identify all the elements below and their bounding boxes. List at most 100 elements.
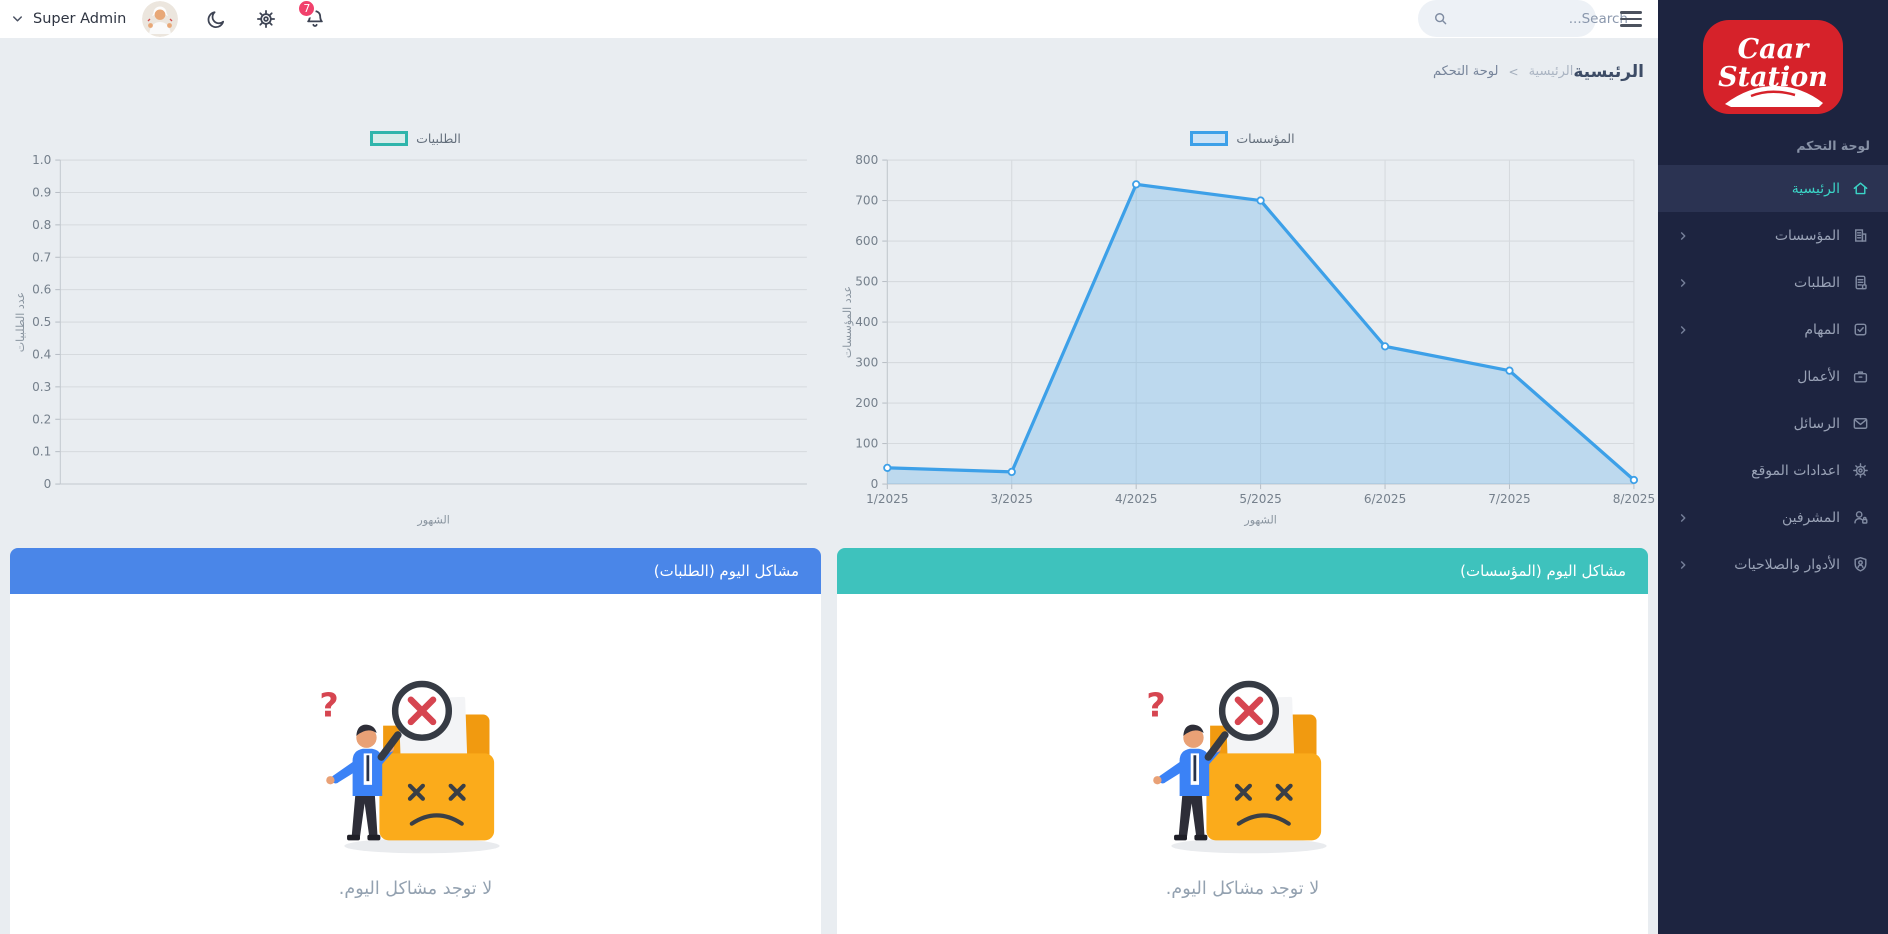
orders-chart: الطلبيات 0 0.1 0.2 0.3 0.4 0.5 0.6 0.7 0.8 0.9 1.0… (10, 128, 821, 530)
sidebar-item-label: الرسائل (1793, 415, 1840, 432)
svg-text:عدد المؤسسات: عدد المؤسسات (841, 286, 854, 358)
svg-text:0.8: 0.8 (32, 218, 51, 232)
svg-text:7/2025: 7/2025 (1488, 492, 1530, 506)
svg-text:800: 800 (855, 153, 878, 167)
svg-text:0.6: 0.6 (32, 282, 51, 296)
svg-text:4/2025: 4/2025 (1115, 492, 1157, 506)
chevron-left-icon (1676, 276, 1690, 290)
svg-text:الشهور: الشهور (1243, 513, 1276, 526)
task-icon (1851, 320, 1870, 339)
legend-swatch (370, 131, 409, 147)
briefcase-icon (1851, 367, 1870, 386)
sidebar-item-label: المهام (1804, 321, 1840, 338)
chevron-down-icon (10, 11, 25, 26)
svg-text:400: 400 (855, 315, 878, 329)
sidebar-item-institutions[interactable]: المؤسسات (1658, 212, 1888, 259)
charts-row: المؤسسات 0 100 200 300 400 500 600 700 800 1/2025… (0, 128, 1658, 530)
avatar[interactable] (142, 0, 179, 37)
svg-text:0: 0 (871, 477, 879, 491)
legend-label: الطلبيات (416, 131, 461, 147)
svg-text:6/2025: 6/2025 (1364, 492, 1406, 506)
sidebar-item-roles[interactable]: الأدوار والصلاحيات (1658, 541, 1888, 588)
logo-car-icon (1725, 86, 1823, 107)
building-icon (1851, 226, 1870, 245)
chevron-left-icon (1676, 558, 1690, 572)
search-input[interactable] (1457, 10, 1628, 27)
sidebar: Caar Station لوحة التحكم الرئيسية المؤسسا… (1658, 0, 1888, 934)
document-icon (1851, 273, 1870, 292)
page-title: الرئيسية (1573, 61, 1644, 82)
sidebar-item-site-settings[interactable]: اعدادات الموقع (1658, 447, 1888, 494)
user-lock-icon (1851, 508, 1870, 527)
svg-text:عدد الطلبيات: عدد الطلبيات (14, 292, 27, 352)
sidebar-item-messages[interactable]: الرسائل (1658, 400, 1888, 447)
card-header: مشاكل اليوم (المؤسسات) (837, 548, 1648, 594)
sidebar-item-label: الأعمال (1797, 368, 1840, 385)
sidebar-item-label: اعدادات الموقع (1751, 462, 1840, 479)
no-problems-illustration (1140, 672, 1345, 857)
settings-gear-icon[interactable] (255, 8, 277, 30)
svg-text:0.4: 0.4 (32, 347, 51, 361)
card-header: مشاكل اليوم (الطلبات) (10, 548, 821, 594)
notifications-bell-icon[interactable]: 7 (297, 0, 326, 30)
institutions-chart-legend[interactable]: المؤسسات (837, 128, 1648, 150)
user-name: Super Admin (33, 10, 127, 27)
problems-card-orders: مشاكل اليوم (الطلبات) لا توجد مشاكل اليو… (10, 548, 821, 934)
notification-badge: 7 (297, 0, 317, 18)
breadcrumb-separator-icon: < (1508, 64, 1519, 79)
svg-text:600: 600 (855, 234, 878, 248)
sidebar-nav: الرئيسية المؤسسات الطلبات المهام الأعمال الرس… (1658, 165, 1888, 588)
svg-text:1.0: 1.0 (32, 153, 51, 167)
orders-chart-legend[interactable]: الطلبيات (10, 128, 821, 150)
caar-station-logo[interactable]: Caar Station (1703, 20, 1843, 114)
svg-text:500: 500 (855, 274, 878, 288)
dark-mode-moon-icon[interactable] (206, 8, 228, 30)
logo-text-line1: Caar (1738, 34, 1810, 65)
svg-text:0: 0 (44, 477, 52, 491)
svg-text:1/2025: 1/2025 (866, 492, 908, 506)
breadcrumb: لوحة التحكم < الرئيسية (1433, 64, 1573, 79)
svg-text:0.9: 0.9 (32, 185, 51, 199)
sidebar-item-orders[interactable]: الطلبات (1658, 259, 1888, 306)
home-icon (1851, 179, 1870, 198)
sidebar-item-tasks[interactable]: المهام (1658, 306, 1888, 353)
breadcrumb-current: الرئيسية (1528, 64, 1574, 80)
sidebar-item-label: المؤسسات (1774, 227, 1840, 244)
search-icon (1435, 13, 1447, 25)
sidebar-item-label: الطلبات (1794, 274, 1840, 291)
institutions-chart: المؤسسات 0 100 200 300 400 500 600 700 800 1/2025… (837, 128, 1655, 530)
hamburger-menu-icon[interactable] (1620, 10, 1642, 27)
breadcrumb-dashboard[interactable]: لوحة التحكم (1432, 64, 1499, 80)
sidebar-item-label: المشرفين (1781, 509, 1840, 526)
empty-state-text: لا توجد مشاكل اليوم. (338, 879, 493, 899)
sidebar-item-home[interactable]: الرئيسية (1658, 165, 1888, 212)
svg-text:3/2025: 3/2025 (991, 492, 1033, 506)
orders-chart-canvas: 0 0.1 0.2 0.3 0.4 0.5 0.6 0.7 0.8 0.9 1.0 الشهور عدد… (14, 153, 807, 526)
search-box[interactable] (1418, 0, 1628, 38)
no-problems-illustration (313, 672, 518, 857)
institutions-chart-canvas: 0 100 200 300 400 500 600 700 800 1/2025 3/2025 4/2… (841, 153, 1655, 526)
content: الرئيسية لوحة التحكم < الرئيسية المؤسسات… (0, 38, 1658, 934)
sidebar-item-works[interactable]: الأعمال (1658, 353, 1888, 400)
problems-card-institutions: مشاكل اليوم (المؤسسات) لا توجد مشاكل الي… (837, 548, 1648, 934)
svg-text:5/2025: 5/2025 (1239, 492, 1281, 506)
svg-text:0.2: 0.2 (32, 412, 51, 426)
svg-text:0.1: 0.1 (32, 444, 51, 458)
empty-state-text: لا توجد مشاكل اليوم. (1165, 879, 1320, 899)
svg-text:الشهور: الشهور (416, 513, 449, 526)
svg-text:0.7: 0.7 (32, 250, 51, 264)
user-menu[interactable]: Super Admin (10, 0, 179, 37)
gear-icon (1851, 461, 1870, 480)
sidebar-item-supervisors[interactable]: المشرفين (1658, 494, 1888, 541)
legend-label: المؤسسات (1236, 131, 1295, 147)
svg-text:700: 700 (855, 193, 878, 207)
svg-text:0.3: 0.3 (32, 380, 51, 394)
sidebar-section-label: لوحة التحكم (1796, 138, 1870, 153)
shield-user-icon (1851, 555, 1870, 574)
chevron-left-icon (1676, 323, 1690, 337)
svg-text:8/2025: 8/2025 (1613, 492, 1655, 506)
cards-row: مشاكل اليوم (المؤسسات) لا توجد مشاكل الي… (0, 548, 1658, 934)
mail-icon (1851, 414, 1870, 433)
svg-text:200: 200 (855, 396, 878, 410)
svg-text:0.5: 0.5 (32, 315, 51, 329)
